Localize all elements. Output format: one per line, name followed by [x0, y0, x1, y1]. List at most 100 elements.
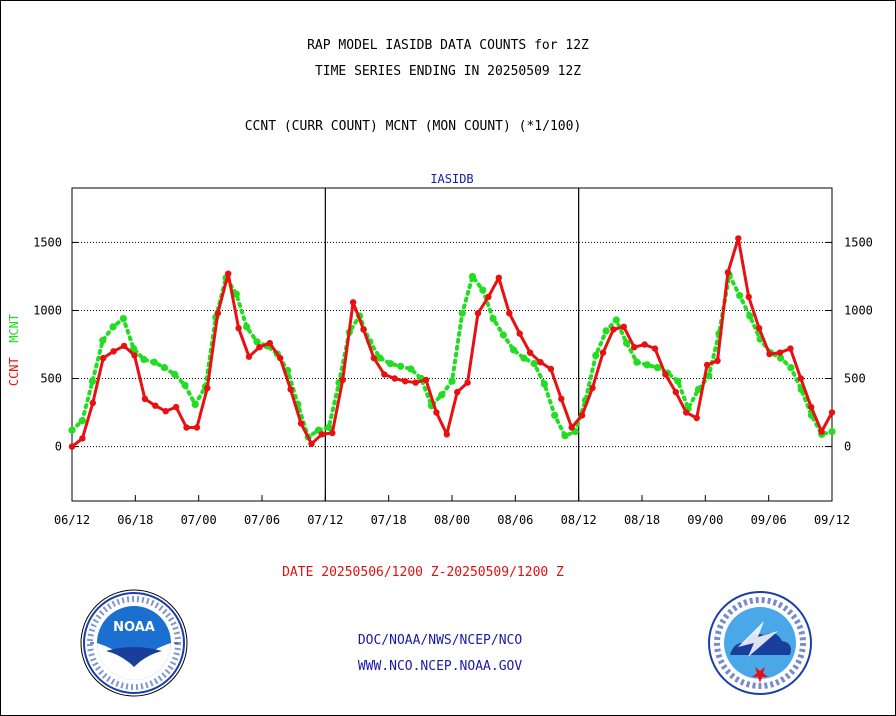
data-point-ccnt	[214, 310, 221, 317]
data-point-mcnt	[325, 423, 333, 432]
data-point-ccnt	[506, 310, 513, 317]
data-point-mcnt	[787, 364, 795, 372]
data-point-mcnt	[232, 290, 240, 298]
data-point-ccnt	[724, 269, 732, 276]
data-point-ccnt	[370, 354, 378, 362]
data-point-ccnt	[308, 440, 315, 447]
data-point-ccnt	[558, 395, 565, 403]
y-tick-label-left: 500	[40, 372, 62, 386]
data-point-ccnt	[537, 359, 544, 366]
x-tick-label: 08/18	[624, 513, 660, 527]
data-point-mcnt	[88, 377, 97, 385]
data-point-ccnt	[402, 378, 409, 385]
data-point-ccnt	[245, 353, 253, 360]
y-tick-label-right: 1500	[844, 235, 873, 249]
data-point-ccnt	[110, 348, 117, 355]
data-point-mcnt	[479, 286, 487, 294]
data-point-mcnt	[612, 316, 620, 324]
data-point-mcnt	[540, 380, 549, 388]
data-point-ccnt	[828, 409, 836, 416]
data-point-ccnt	[620, 323, 627, 330]
data-point-mcnt	[561, 432, 569, 440]
data-point-mcnt	[509, 346, 518, 354]
data-point-ccnt	[131, 352, 138, 359]
data-point-ccnt	[89, 399, 97, 407]
data-point-ccnt	[225, 270, 232, 277]
data-point-mcnt	[623, 339, 631, 347]
data-point-mcnt	[68, 426, 76, 434]
data-point-ccnt	[641, 341, 648, 348]
data-point-mcnt	[130, 345, 138, 353]
y-tick-label-left: 1500	[33, 235, 62, 249]
data-point-ccnt	[703, 361, 711, 369]
data-point-mcnt	[150, 358, 158, 366]
data-point-ccnt	[329, 429, 336, 437]
y-tick-label-left: 1000	[33, 303, 62, 317]
doc-noaa-link[interactable]: DOC/NOAA/NWS/NCEP/NCO	[357, 633, 523, 648]
data-point-ccnt	[277, 354, 284, 362]
data-point-ccnt	[162, 408, 169, 415]
data-point-ccnt	[714, 357, 721, 364]
data-point-mcnt	[530, 360, 538, 368]
data-point-ccnt	[422, 376, 430, 384]
data-point-ccnt	[516, 330, 523, 337]
data-point-ccnt	[287, 386, 294, 393]
data-point-ccnt	[568, 424, 575, 431]
data-point-ccnt	[672, 388, 679, 396]
panel-label: IASIDB	[430, 172, 474, 186]
data-point-mcnt	[592, 351, 600, 359]
data-point-ccnt	[454, 388, 461, 396]
data-point-ccnt	[433, 409, 440, 416]
data-point-ccnt	[266, 339, 273, 347]
data-point-mcnt	[643, 361, 651, 369]
data-point-ccnt	[485, 293, 492, 301]
data-point-ccnt	[818, 428, 825, 435]
data-point-mcnt	[78, 417, 86, 425]
data-point-ccnt	[120, 342, 128, 350]
data-point-mcnt	[438, 391, 446, 399]
data-point-mcnt	[520, 354, 528, 362]
data-point-ccnt	[391, 375, 398, 382]
data-point-mcnt	[253, 338, 261, 346]
data-point-mcnt	[140, 355, 148, 364]
data-point-ccnt	[578, 412, 586, 419]
data-point-ccnt	[235, 325, 242, 332]
data-point-mcnt	[448, 377, 456, 385]
nco-website-link[interactable]: WWW.NCO.NCEP.NOAA.GOV	[357, 659, 523, 674]
data-point-ccnt	[443, 431, 450, 438]
data-point-ccnt	[349, 299, 357, 306]
x-tick-label: 09/06	[751, 513, 787, 527]
data-point-ccnt	[776, 349, 784, 356]
data-point-mcnt	[602, 327, 610, 335]
data-point-mcnt	[397, 362, 405, 370]
data-point-mcnt	[243, 323, 251, 331]
data-point-mcnt	[499, 331, 507, 339]
data-point-ccnt	[172, 403, 180, 411]
data-point-ccnt	[339, 376, 346, 384]
data-point-mcnt	[109, 323, 117, 331]
data-point-ccnt	[381, 371, 388, 378]
data-point-mcnt	[468, 272, 477, 281]
x-tick-label: 08/06	[497, 513, 533, 527]
data-point-ccnt	[495, 274, 502, 281]
chart-title-line2: TIME SERIES ENDING IN 20250509 12Z	[314, 64, 582, 79]
data-point-ccnt	[808, 403, 815, 411]
y-tick-label-right: 0	[844, 440, 851, 454]
data-point-ccnt	[79, 435, 86, 442]
national-weather-service-logo-icon	[708, 591, 812, 695]
data-point-ccnt	[526, 349, 534, 356]
data-point-ccnt	[631, 344, 638, 351]
x-tick-label: 07/18	[371, 513, 407, 527]
data-point-ccnt	[797, 375, 804, 382]
data-point-mcnt	[407, 365, 415, 373]
data-point-ccnt	[474, 310, 482, 317]
data-point-mcnt	[746, 312, 754, 320]
data-point-ccnt	[360, 326, 367, 333]
data-point-ccnt	[412, 379, 419, 386]
data-point-ccnt	[547, 365, 555, 373]
data-point-mcnt	[674, 377, 682, 385]
y-tick-label-right: 1000	[844, 303, 873, 317]
data-point-ccnt	[183, 424, 190, 431]
data-point-mcnt	[191, 400, 199, 408]
